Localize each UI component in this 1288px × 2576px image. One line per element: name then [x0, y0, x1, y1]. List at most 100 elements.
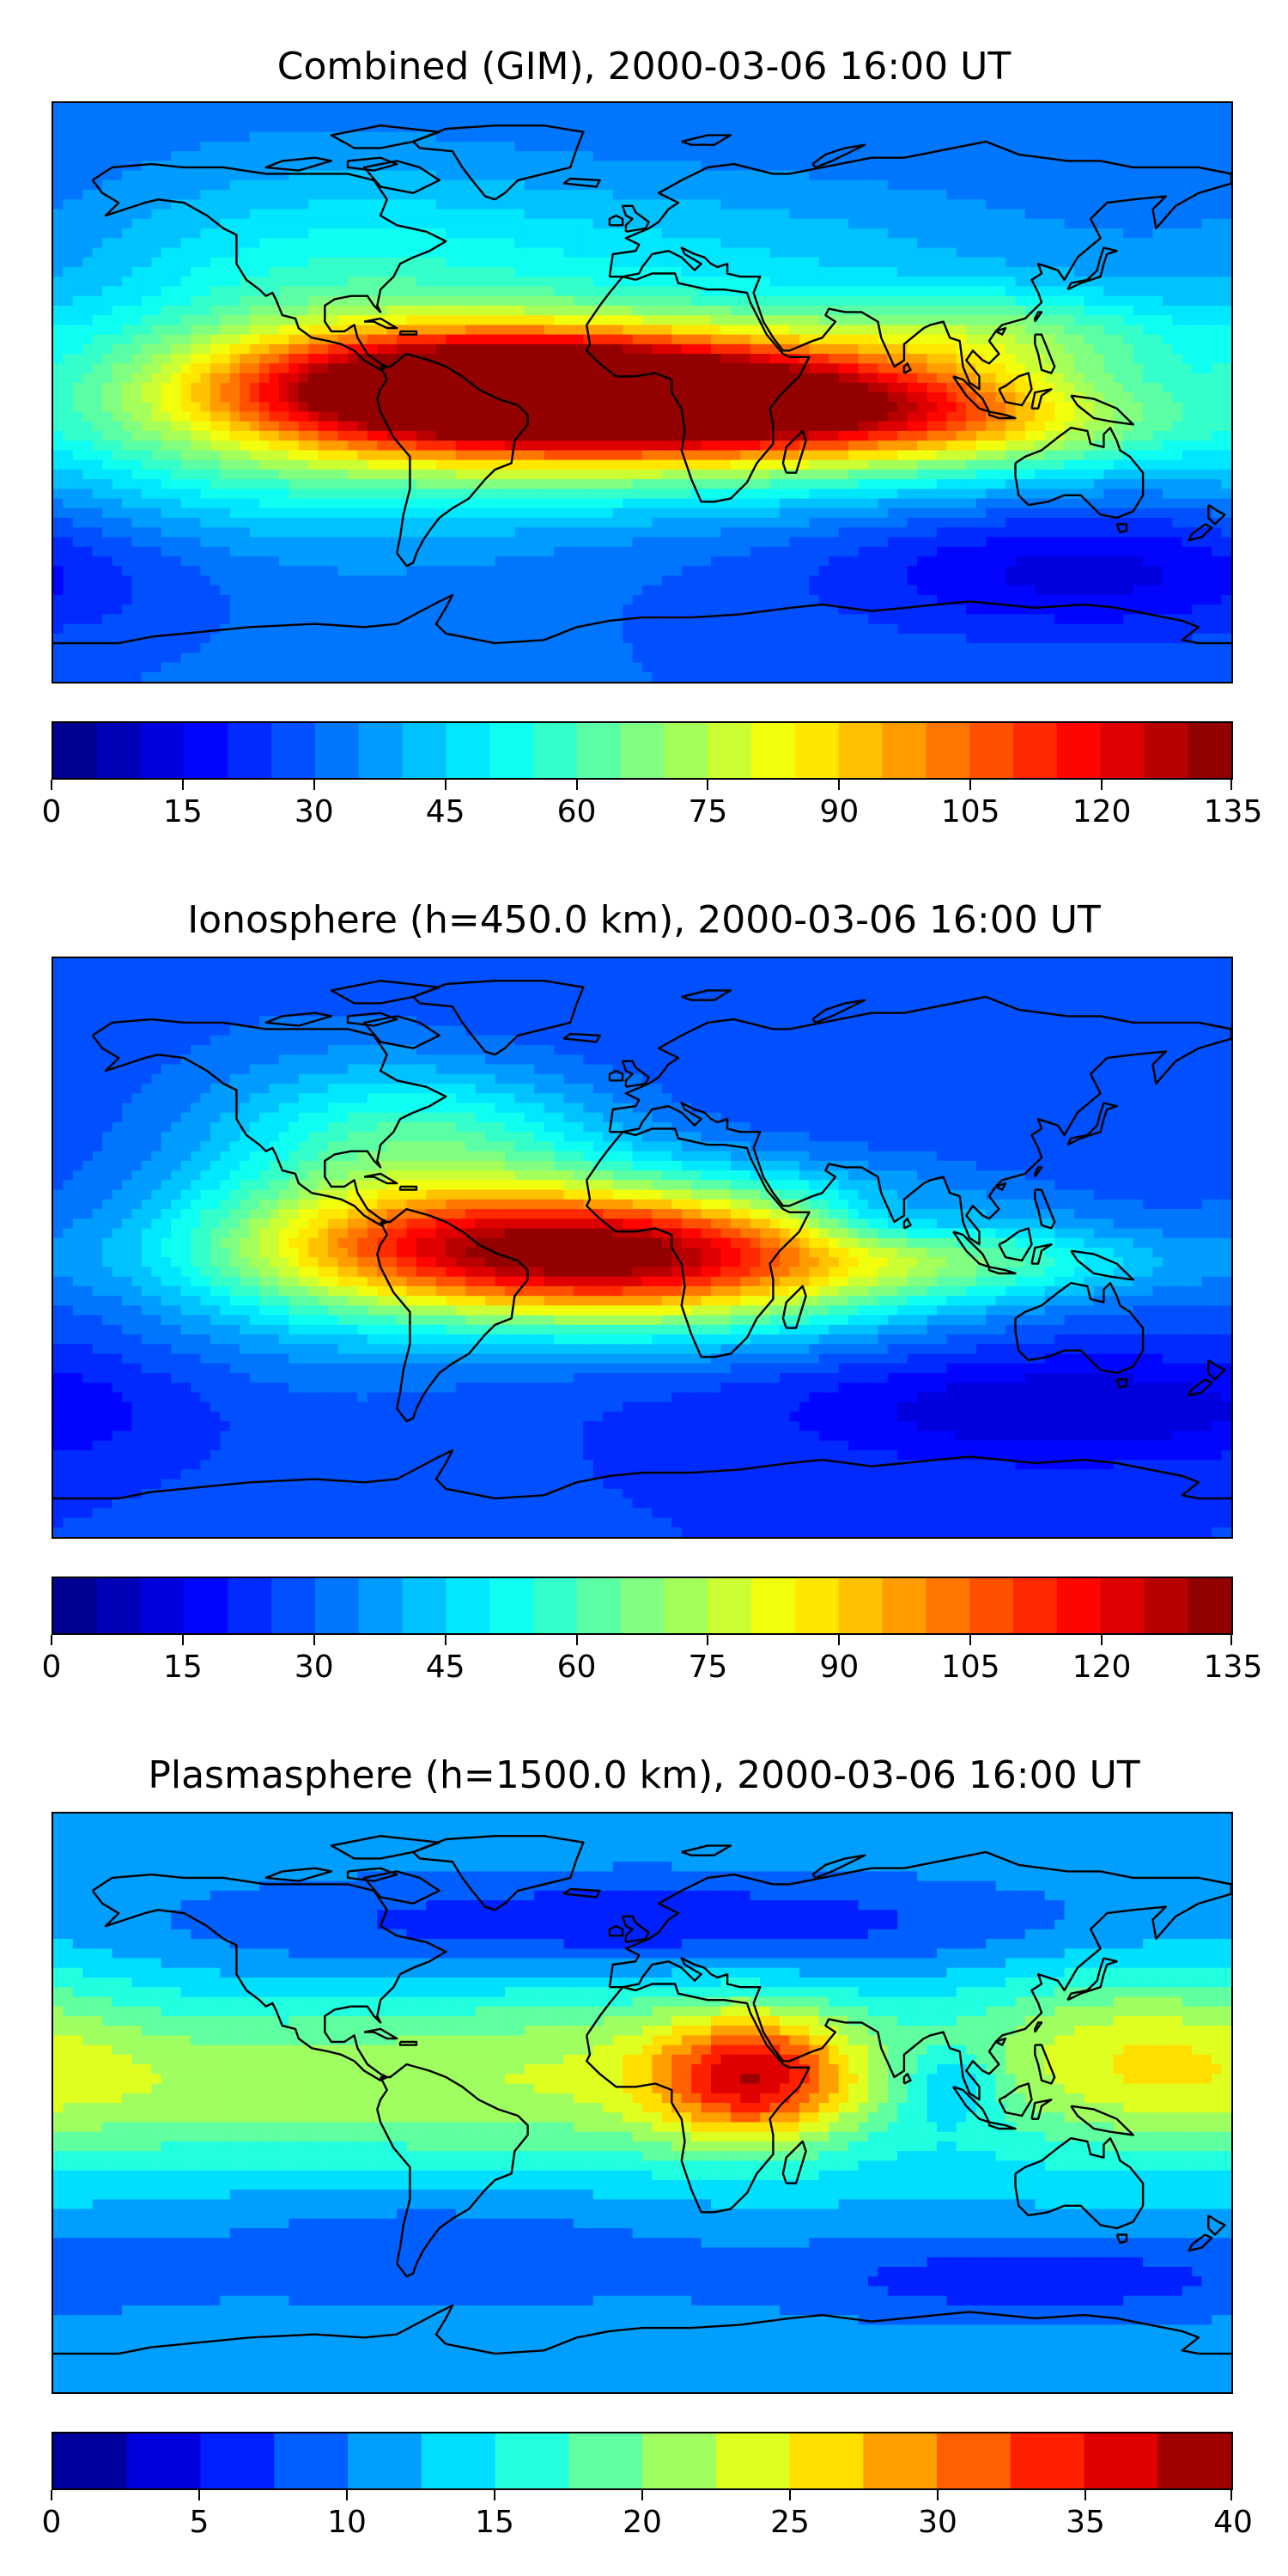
combined-field-cell — [161, 141, 172, 152]
combined-field-cell — [740, 103, 751, 113]
combined-field-cell — [455, 266, 466, 277]
combined-field-cell — [878, 295, 889, 307]
combined-field-cell — [534, 489, 545, 500]
combined-field-cell — [240, 489, 251, 500]
combined-field-cell — [1103, 440, 1115, 451]
combined-field-cell — [1123, 179, 1134, 191]
combined-field-cell — [554, 402, 565, 413]
combined-field-cell — [495, 151, 506, 161]
combined-field-cell — [691, 440, 702, 451]
combined-field-cell — [1113, 295, 1124, 307]
combined-field-cell — [1201, 469, 1212, 480]
combined-field-cell — [1035, 112, 1046, 124]
combined-field-cell — [200, 315, 211, 325]
combined-field-cell — [867, 199, 878, 210]
combined-field-cell — [897, 315, 908, 325]
combined-field-cell — [171, 209, 182, 220]
combined-field-cell — [1005, 161, 1017, 172]
combined-field-cell — [1123, 170, 1134, 181]
combined-field-cell — [975, 131, 987, 143]
combined-field-cell — [632, 257, 643, 268]
combined-field-cell — [1182, 479, 1193, 489]
combined-field-cell — [465, 440, 477, 451]
combined-field-cell — [1212, 276, 1223, 288]
combined-field-cell — [200, 276, 211, 288]
combined-field-cell — [554, 479, 565, 489]
combined-field-cell — [848, 112, 860, 124]
combined-field-cell — [1015, 141, 1026, 152]
combined-field-cell — [475, 218, 486, 229]
combined-field-cell — [818, 141, 829, 152]
combined-field-cell — [780, 295, 791, 307]
combined-field-cell — [1064, 103, 1075, 113]
combined-field-cell — [789, 161, 800, 172]
combined-field-cell — [1035, 373, 1046, 384]
combined-field-cell — [760, 343, 771, 355]
combined-field-cell — [1054, 479, 1066, 489]
combined-field-cell — [592, 325, 604, 336]
combined-field-cell — [485, 363, 496, 374]
combined-field-cell — [426, 421, 437, 432]
combined-field-cell — [1113, 286, 1124, 297]
combined-field-cell — [1093, 238, 1104, 249]
combined-field-cell — [249, 199, 260, 210]
combined-field-cell — [1005, 421, 1017, 432]
combined-field-cell — [435, 286, 447, 297]
combined-field-cell — [348, 430, 359, 441]
combined-field-cell — [937, 373, 948, 384]
combined-field-cell — [1035, 430, 1046, 441]
combined-field-cell — [446, 411, 457, 422]
combined-field-cell — [769, 363, 781, 374]
combined-field-cell — [769, 402, 781, 413]
combined-field-cell — [907, 295, 918, 307]
combined-field-cell — [298, 151, 309, 161]
combined-field-cell — [818, 325, 829, 336]
combined-field-cell — [131, 218, 143, 229]
combined-field-cell — [171, 141, 182, 152]
combined-field-cell — [367, 305, 378, 316]
combined-field-cell — [289, 430, 300, 441]
combined-field-cell — [750, 247, 761, 258]
combined-field-cell — [229, 469, 240, 480]
combined-field-cell — [220, 469, 231, 480]
combined-field-cell — [701, 469, 712, 480]
combined-field-cell — [1005, 295, 1017, 307]
combined-field-cell — [1152, 363, 1163, 374]
combined-field-cell — [357, 199, 368, 210]
combined-field-cell — [907, 112, 918, 124]
combined-field-cell — [229, 402, 240, 413]
combined-field-cell — [1054, 112, 1066, 124]
combined-field-cell — [112, 151, 123, 161]
combined-field-cell — [534, 440, 545, 451]
combined-field-cell — [907, 363, 918, 374]
combined-field-cell — [907, 479, 918, 489]
combined-field-cell — [975, 161, 987, 172]
combined-field-cell — [397, 402, 408, 413]
combined-field-cell — [642, 247, 653, 258]
combined-field-cell — [573, 402, 584, 413]
combined-field-cell — [623, 334, 634, 345]
combined-field-cell — [730, 469, 741, 480]
combined-field-cell — [524, 190, 535, 200]
combined-field-cell — [455, 392, 466, 403]
combined-field-cell — [691, 325, 702, 336]
combined-field-cell — [750, 421, 761, 432]
combined-field-cell — [102, 459, 113, 471]
combined-field-cell — [681, 141, 692, 152]
combined-field-cell — [229, 161, 240, 172]
combined-field-cell — [937, 151, 948, 161]
combined-field-cell — [623, 179, 634, 191]
combined-field-cell — [583, 411, 594, 422]
combined-field-cell — [1152, 392, 1163, 403]
combined-field-cell — [691, 103, 702, 113]
combined-field-cell — [1172, 354, 1183, 364]
combined-field-cell — [701, 402, 712, 413]
combined-field-cell — [603, 266, 614, 277]
combined-field-cell — [348, 305, 359, 316]
combined-field-cell — [1113, 190, 1124, 200]
combined-field-cell — [514, 103, 526, 113]
combined-field-cell — [1172, 276, 1183, 288]
combined-field-cell — [927, 209, 938, 220]
combined-field-cell — [1221, 402, 1231, 413]
combined-field-cell — [435, 479, 447, 489]
